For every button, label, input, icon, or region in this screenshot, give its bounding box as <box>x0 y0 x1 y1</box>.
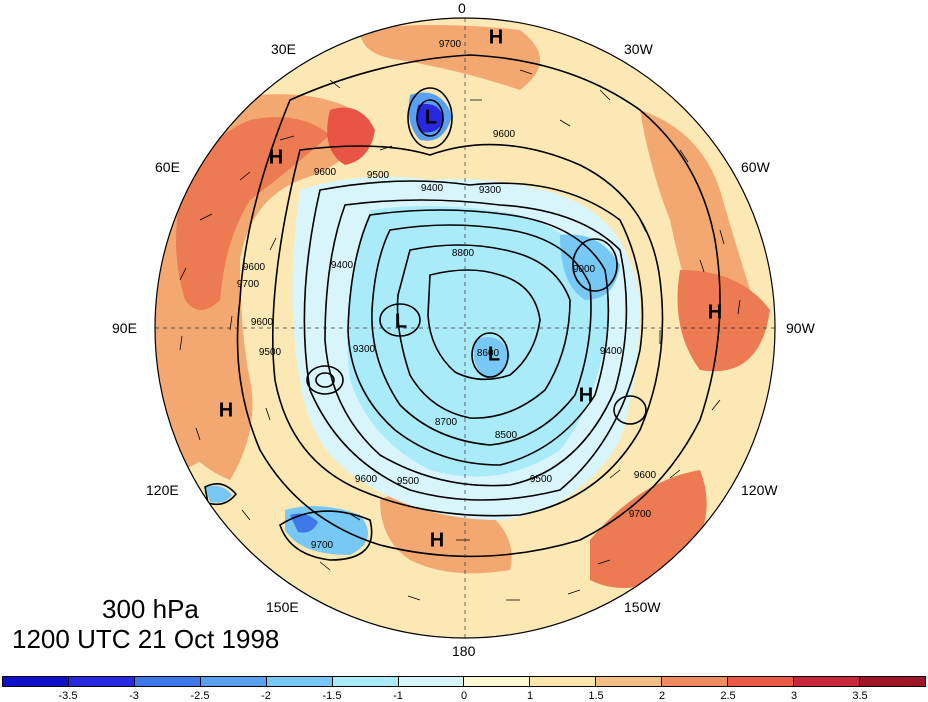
high-pressure-center: H <box>579 384 593 406</box>
time-label: 1200 UTC 21 Oct 1998 <box>12 624 280 654</box>
colorbar-cell <box>266 677 333 686</box>
lon-label-150e: 150E <box>266 599 299 615</box>
cold-anomaly-low <box>473 337 510 379</box>
contour-label: 9400 <box>331 260 354 271</box>
contour-label: 9600 <box>355 474 378 485</box>
high-pressure-center: H <box>430 529 444 551</box>
cold-anomaly-southwest-core <box>290 513 318 533</box>
lon-label-120e: 120E <box>146 482 179 498</box>
anomaly-shading <box>155 25 770 588</box>
contour-label: 9300 <box>353 344 376 355</box>
contour-label: 9300 <box>479 185 502 196</box>
contour-label: 9400 <box>421 183 444 194</box>
warm-anomaly-east-strong <box>677 270 770 372</box>
colorbar-tick-label: 1 <box>526 690 534 702</box>
colorbar-tick-label: -3 <box>129 690 139 702</box>
contour-label: 9400 <box>600 346 623 357</box>
colorbar-tick-label: -1 <box>393 690 403 702</box>
lon-label-150w: 150W <box>624 599 661 615</box>
high-pressure-center: H <box>269 146 283 168</box>
warm-anomaly-strong <box>176 117 330 311</box>
contour-label: 9600 <box>251 317 274 328</box>
lon-label-60e: 60E <box>155 159 180 175</box>
contour-label: 9500 <box>259 347 282 358</box>
contour-label: 9700 <box>311 540 334 551</box>
contour-label: 9000 <box>573 264 596 275</box>
colorbar-cell <box>662 677 729 686</box>
colorbar-cell <box>596 677 663 686</box>
lon-label-120w: 120W <box>741 482 778 498</box>
colorbar <box>2 676 926 687</box>
colorbar-cell <box>134 677 201 686</box>
high-pressure-center: H <box>708 301 722 323</box>
colorbar-tick-label: 2.5 <box>720 690 736 702</box>
colorbar-tick-label: -2 <box>261 690 271 702</box>
colorbar-tick-label: 1.5 <box>588 690 604 702</box>
low-pressure-center: L <box>395 310 407 332</box>
contour-label: 8700 <box>435 417 458 428</box>
colorbar-tick-label: -1.5 <box>322 690 342 702</box>
colorbar-cell <box>728 677 795 686</box>
contour-label: 9500 <box>367 170 390 181</box>
colorbar-cell <box>332 677 399 686</box>
lon-label-90w: 90W <box>786 320 815 336</box>
cold-anomaly-small <box>205 485 232 503</box>
colorbar-tick-label: -3.5 <box>58 690 78 702</box>
contour-label: 9600 <box>634 470 657 481</box>
colorbar-cell <box>3 677 69 686</box>
map-boundary <box>154 17 776 639</box>
colorbar-tick-label: -2.5 <box>190 690 210 702</box>
high-pressure-center: H <box>219 399 233 421</box>
lon-label-90e: 90E <box>112 320 137 336</box>
contour-label: 9600 <box>314 167 337 178</box>
colorbar-tick-label: 3.5 <box>852 690 868 702</box>
contour-label: 9600 <box>493 129 516 140</box>
lon-label-180: 180 <box>452 643 476 659</box>
pressure-centers: H H H H H H L L L <box>219 26 722 551</box>
colorbar-cell <box>398 677 465 686</box>
high-pressure-center: H <box>489 26 503 48</box>
contour-label: 9700 <box>629 509 652 520</box>
contour-label: 9600 <box>243 262 266 273</box>
colorbar-cell <box>464 677 531 686</box>
contour-label: 9700 <box>439 39 462 50</box>
colorbar-cell <box>859 677 925 686</box>
lon-label-30w: 30W <box>624 41 653 57</box>
cold-anomaly-trough <box>560 234 620 300</box>
geopotential-contours <box>204 54 721 561</box>
colorbar-tick-label: 3 <box>790 690 798 702</box>
lon-label-60w: 60W <box>741 159 770 175</box>
contour-label: 8800 <box>452 248 475 259</box>
contour-labels: 9700 9600 9500 9400 9300 8800 9600 9700 9600 9500… <box>237 39 657 551</box>
cold-anomaly-cutoff-core <box>416 104 444 133</box>
colorbar-cell <box>200 677 267 686</box>
lon-label-0: 0 <box>458 0 466 16</box>
colorbar-cell <box>530 677 597 686</box>
contour-label: 9500 <box>397 476 420 487</box>
colorbar-cell <box>794 677 860 686</box>
map-disk: 9700 9600 9500 9400 9300 8800 9600 9700 9600 9500… <box>155 18 775 638</box>
colorbar-tick-label: 2 <box>658 690 666 702</box>
colorbar-tick-label: 0 <box>460 690 468 702</box>
level-label: 300 hPa <box>102 594 199 624</box>
contour-label: 9500 <box>530 474 553 485</box>
contour-label: 8500 <box>495 430 518 441</box>
contour-label: 8600 <box>477 348 500 359</box>
warm-anomaly-core <box>327 107 375 165</box>
low-pressure-center: L <box>425 106 437 128</box>
low-pressure-center: L <box>488 343 500 365</box>
colorbar-cell <box>68 677 135 686</box>
warm-anomaly-north <box>360 25 540 90</box>
wind-barbs <box>179 69 741 601</box>
lon-label-30e: 30E <box>271 41 296 57</box>
contour-label: 9700 <box>237 279 260 290</box>
